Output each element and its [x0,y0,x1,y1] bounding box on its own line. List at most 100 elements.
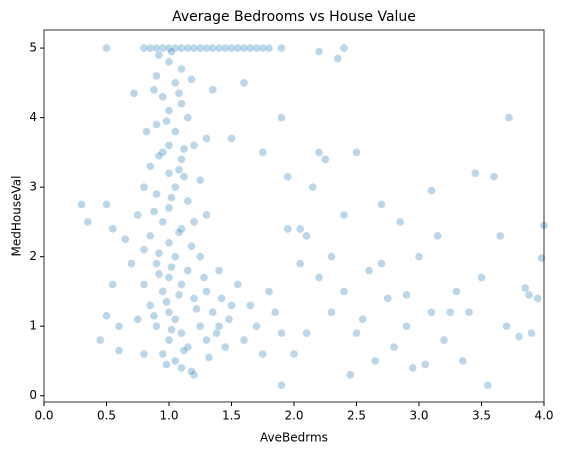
point [164,273,174,282]
point [537,253,546,263]
point [195,321,205,331]
point [527,328,536,338]
point [514,332,524,341]
point [139,280,149,289]
point [427,308,436,317]
point [245,301,255,310]
point [199,273,209,282]
point [227,134,236,143]
point [149,311,159,321]
point [145,43,155,53]
point [167,47,176,56]
point [187,75,196,84]
point [177,64,186,74]
point [464,308,474,317]
point [227,43,236,53]
point [127,259,136,268]
point [162,360,171,369]
point [195,43,205,53]
point [95,335,105,345]
point [102,311,111,321]
y-axis-label: MedHouseVal [10,176,24,257]
point [245,43,255,53]
point [195,175,205,185]
point [433,231,443,241]
point [142,127,151,136]
point [495,231,505,241]
point [167,262,176,272]
point [152,71,161,81]
point [320,155,330,164]
point [187,367,196,376]
point [149,207,159,216]
chart-title: Average Bedrooms vs House Value [172,9,416,25]
point [177,328,186,338]
point [164,141,174,150]
point [170,127,180,136]
point [217,294,226,303]
point [233,43,243,53]
point [170,78,180,88]
point [283,172,293,182]
point [504,113,514,122]
point [395,217,405,227]
point [339,210,349,220]
point [277,43,286,53]
point [170,356,180,366]
x-tick-label: 3.5 [472,409,491,423]
point [154,269,164,279]
point [439,335,449,345]
point [252,43,261,53]
point [189,141,199,150]
point [83,217,93,227]
point [258,43,268,53]
x-tick-label: 0.5 [97,409,116,423]
point [489,172,499,182]
y-tick-label: 1 [29,319,37,333]
point [129,88,139,98]
point [339,287,349,296]
point [458,356,468,366]
x-tick-label: 0.0 [34,409,53,423]
point [183,43,193,53]
point [158,349,168,359]
point [177,155,186,164]
point [224,314,234,324]
y-tick-label: 0 [29,388,37,402]
point [174,165,184,175]
point [139,245,149,255]
point [339,43,349,53]
point [164,106,174,115]
point [502,321,511,331]
point [383,294,393,303]
point [164,238,174,248]
point [164,203,174,213]
point [202,287,211,296]
point [333,54,343,63]
point [174,88,184,98]
point [302,328,311,338]
point [149,85,159,95]
point [270,308,280,317]
point [227,301,236,310]
point [170,252,180,261]
point [477,273,486,282]
y-tick-label: 4 [29,110,37,124]
point [189,43,199,53]
point [483,381,493,390]
plot-frame [43,29,545,403]
point [427,186,436,195]
point [264,287,274,296]
point [114,346,124,355]
point [162,297,171,307]
x-tick-label: 2.0 [284,409,303,423]
point [445,308,455,317]
point [214,321,224,331]
point [258,349,268,359]
x-tick-label: 4.0 [534,409,553,423]
point [152,189,161,199]
point [183,113,193,122]
point [158,217,168,227]
y-tick-label: 2 [29,249,37,263]
point [139,43,149,53]
